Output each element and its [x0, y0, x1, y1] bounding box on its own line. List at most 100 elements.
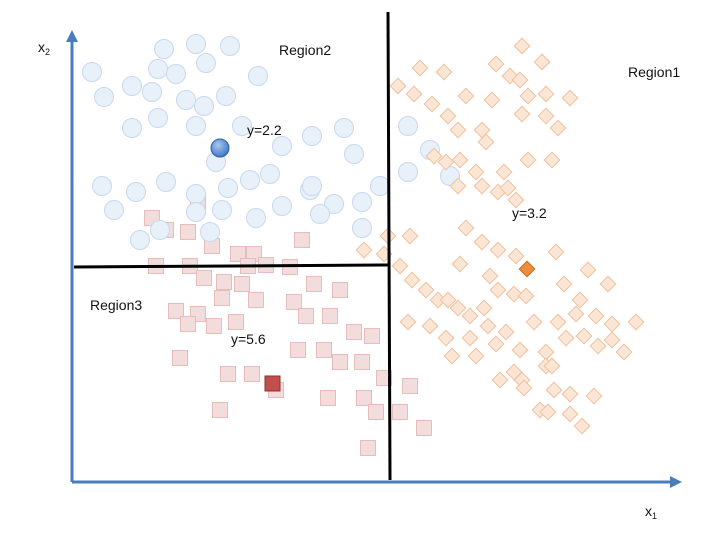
x-axis-arrowhead: [670, 476, 682, 488]
diamond-point: [517, 287, 535, 305]
circle-point: [186, 184, 206, 204]
circle-point: [82, 62, 102, 82]
diamond-point: [429, 291, 447, 309]
square-point: [320, 390, 336, 406]
diamond-point: [449, 121, 467, 139]
circle-point: [212, 200, 232, 220]
square-point: [180, 224, 196, 240]
square-point: [316, 342, 332, 358]
diamond-point: [599, 275, 617, 293]
region1-highlight-diamond: [518, 260, 536, 278]
diamond-point: [437, 329, 455, 347]
circle-point: [200, 222, 220, 242]
diamond-point: [549, 119, 567, 137]
diamond-point: [627, 313, 645, 331]
diamond-point: [547, 243, 565, 261]
square-point: [286, 294, 302, 310]
region2-label: Region2: [279, 42, 332, 58]
circle-point: [260, 164, 280, 184]
diamond-point: [557, 329, 575, 347]
diamond-point: [487, 55, 505, 73]
diamond-point: [555, 275, 573, 293]
circle-point: [122, 118, 142, 138]
diamond-point: [513, 105, 531, 123]
circle-point: [302, 126, 322, 146]
circle-point: [194, 96, 214, 116]
square-point: [196, 270, 212, 286]
diamond-point: [537, 85, 555, 103]
diamond-point: [505, 363, 523, 381]
circle-point: [240, 170, 260, 190]
diamond-point: [461, 307, 479, 325]
axes: [66, 30, 682, 488]
circle-point: [220, 36, 240, 56]
square-point: [244, 366, 260, 382]
square-point: [306, 276, 322, 292]
square-point: [220, 366, 236, 382]
diamond-point: [489, 281, 507, 299]
diamond-point: [491, 371, 509, 389]
circle-point: [216, 86, 236, 106]
diamond-point: [437, 153, 455, 171]
vertical-split-line: [386, 11, 392, 481]
diamond-point: [457, 219, 475, 237]
circle-point: [130, 230, 150, 250]
diamond-point: [449, 299, 467, 317]
square-point: [356, 390, 372, 406]
square-point: [248, 292, 264, 308]
diamond-point: [467, 163, 485, 181]
diamond-point: [479, 317, 497, 335]
circle-point: [186, 202, 206, 222]
diamond-point: [355, 241, 373, 259]
circle-point: [440, 166, 460, 186]
diamond-point: [567, 305, 585, 323]
square-point: [216, 274, 232, 290]
diamond-point: [389, 77, 407, 95]
region2-circle-points: [82, 34, 460, 250]
y-axis-arrowhead: [66, 30, 78, 42]
circle-point: [122, 76, 142, 96]
diamond-point: [403, 271, 421, 289]
diamond-point: [457, 87, 475, 105]
diamond-point: [549, 313, 567, 331]
diamond-point: [539, 403, 557, 421]
y-axis-label: x2: [38, 39, 51, 57]
diamond-point: [573, 417, 591, 435]
diamond-point: [417, 281, 435, 299]
diamond-point: [561, 405, 579, 423]
circle-point: [92, 176, 112, 196]
square-point: [322, 308, 338, 324]
square-point: [376, 370, 392, 386]
square-point: [234, 276, 250, 292]
square-point: [346, 324, 362, 340]
circle-point: [150, 220, 170, 240]
square-point: [392, 404, 408, 420]
diamond-point: [545, 381, 563, 399]
region3-label: Region3: [90, 297, 143, 313]
diamond-point: [475, 299, 493, 317]
square-point: [290, 342, 306, 358]
diamond-point: [473, 233, 491, 251]
diamond-point: [537, 107, 555, 125]
diamond-point: [575, 327, 593, 345]
diamond-point: [477, 133, 495, 151]
diamond-point: [443, 347, 461, 365]
diamond-point: [513, 37, 531, 55]
diamond-point: [391, 257, 409, 275]
region3-prediction-label: y=5.6: [231, 331, 266, 347]
diamond-point: [543, 357, 561, 375]
circle-point: [94, 87, 114, 107]
diamond-point: [515, 379, 533, 397]
square-point: [172, 350, 188, 366]
circle-point: [324, 194, 344, 214]
region1-label: Region1: [628, 64, 681, 80]
diamond-point: [411, 59, 429, 77]
square-point: [416, 420, 432, 436]
square-point: [354, 354, 370, 370]
circle-point: [186, 116, 206, 136]
circle-point: [334, 118, 354, 138]
diamond-point: [511, 71, 529, 89]
diamond-point: [603, 331, 621, 349]
circle-point: [352, 218, 372, 238]
